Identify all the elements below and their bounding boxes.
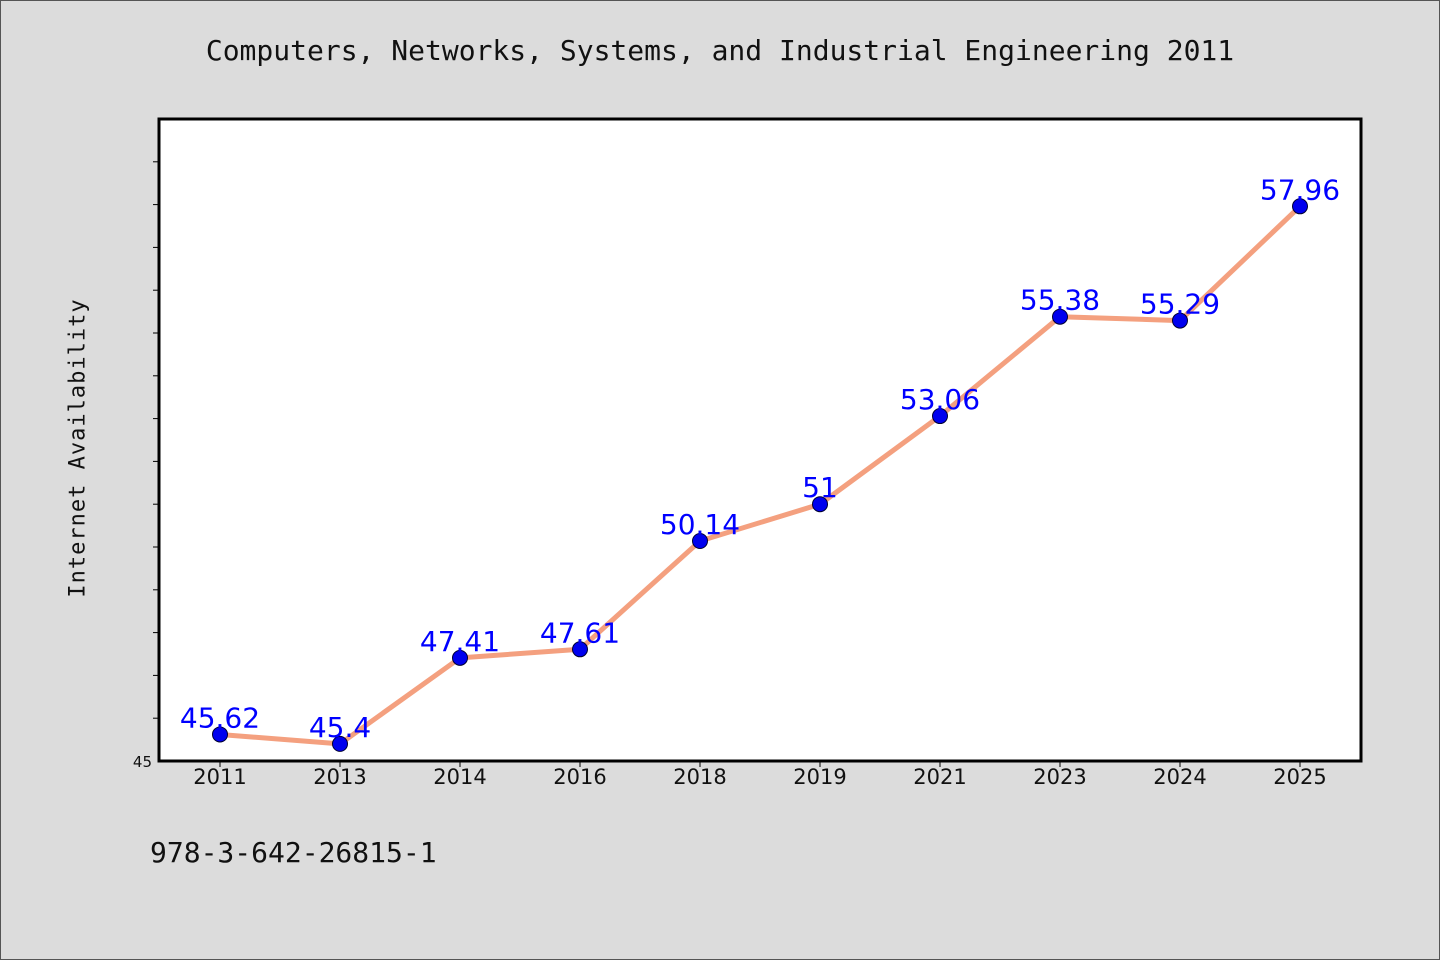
data-point [452,649,468,666]
y-tick-label: 45 [133,753,152,771]
data-point [212,726,228,743]
x-tick-label: 2011 [193,765,246,789]
series-line [217,203,1303,747]
x-tick-label: 2021 [913,765,966,789]
data-label: 53.06 [900,383,980,416]
data-label: 51 [802,471,838,504]
x-tick-label: 2016 [553,765,606,789]
x-tick-label: 2014 [433,765,486,789]
data-label: 45.4 [309,711,371,744]
data-point [692,533,708,550]
data-label: 45.62 [180,701,260,734]
data-label: 57.96 [1260,173,1340,206]
data-label: 55.38 [1020,284,1100,317]
x-tick-label: 2023 [1033,765,1086,789]
chart-title: Computers, Networks, Systems, and Indust… [205,34,1235,67]
data-point [1052,308,1068,325]
data-label: 47.41 [420,625,500,658]
data-point [332,735,348,752]
x-tick-label: 2025 [1273,765,1326,789]
data-point [932,408,948,425]
data-point [1172,312,1188,329]
x-tick-label: 2024 [1153,765,1206,789]
data-label: 47.61 [540,616,620,649]
data-label: 50.14 [660,508,740,541]
isbn-code: 978-3-642-26815-1 [150,836,437,869]
x-tick-label: 2019 [793,765,846,789]
plot-area [157,117,1363,763]
x-tick-label: 2013 [313,765,366,789]
data-point [1292,198,1308,215]
data-point [572,641,588,658]
data-label: 55.29 [1140,288,1220,321]
data-point [812,496,828,513]
x-tick-label: 2018 [673,765,726,789]
